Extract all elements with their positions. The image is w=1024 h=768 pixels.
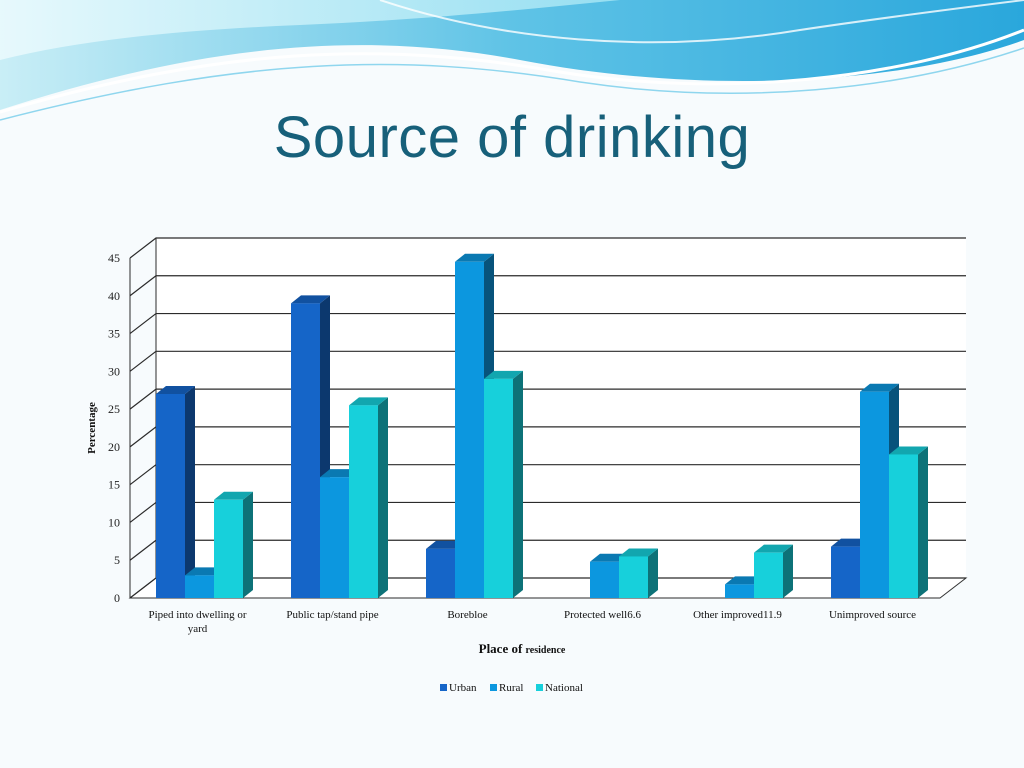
bar-national [754,552,783,598]
x-tick-label-line: yard [188,623,208,635]
bar-rural [320,477,349,598]
bar-side-urban [185,386,195,598]
y-tick-label: 10 [108,515,120,529]
bar-side-national [243,491,253,598]
legend-swatch-national [536,684,543,691]
bar-rural [590,561,619,598]
x-tick-label: Piped into dwelling or yard [148,609,246,635]
bar-top-national [214,491,253,500]
slide-title: Source of drinking [273,105,751,170]
y-tick-label: 5 [114,553,120,567]
bar-top-rural [860,383,899,392]
y-axis-title: Percentage [86,402,98,454]
x-tick-label-line: Borebloe [447,609,487,621]
y-tick-label: 15 [108,478,120,492]
x-axis-title-main: Place of [479,641,526,656]
bar-national [214,499,243,598]
bar-national [349,405,378,598]
y-tick-label: 40 [108,289,120,303]
bar-rural [455,261,484,598]
bar-top-rural [455,253,494,262]
bar-top-national [349,397,388,406]
bar-top-urban [156,386,195,394]
bar-side-national [918,446,928,598]
y-tick-label: 25 [108,402,120,416]
y-tick-label: 0 [114,591,120,605]
bar-national [619,556,648,598]
bar-top-national [484,370,523,379]
y-tick-label: 35 [108,327,120,341]
labels-layer: 0 5 10 15 20 25 30 35 40 45 Piped into dwelling or… [86,251,916,656]
bar-side-national [378,397,388,598]
x-tick-label: Unimproved source [829,609,916,621]
legend-label-national: National [545,682,583,694]
x-tick-label-line: Unimproved source [829,609,916,621]
legend: Urban Rural National [440,682,583,694]
x-tick-label: Other improved11.9 [693,609,782,621]
bars-layer [156,253,928,598]
bar-top-national [619,548,658,557]
x-tick-label: Protected well6.6 [564,609,641,621]
x-axis-title-small: residence [526,645,566,656]
bar-top-urban [291,295,330,304]
bar-side-national [648,548,658,598]
x-tick-label: Borebloe [447,609,487,621]
x-tick-label-line: Protected well6.6 [564,609,641,621]
y-tick-label: 30 [108,364,120,378]
bar-side-national [783,544,793,598]
x-tick-label-line: Public tap/stand pipe [286,609,378,621]
x-tick-label-line: Other improved11.9 [693,609,782,621]
bar-national [484,378,513,598]
bar-urban [156,394,185,598]
y-tick-label: 20 [108,440,120,454]
x-tick-label: Public tap/stand pipe [286,609,378,621]
bar-urban [291,303,320,598]
bar-national [889,454,918,598]
legend-swatch-rural [490,684,497,691]
bar-urban [831,546,860,598]
legend-label-urban: Urban [449,682,477,694]
x-tick-label-line: Piped into dwelling or [148,609,246,621]
legend-swatch-urban [440,684,447,691]
bar-rural [725,584,754,598]
back-wall [156,238,966,578]
bar-rural [185,575,214,598]
y-tick-label: 45 [108,251,120,265]
bar-side-national [513,370,523,598]
legend-label-rural: Rural [499,682,523,694]
bar-urban [426,548,455,598]
bar-top-national [889,446,928,455]
bar-top-national [754,544,793,553]
bar-rural [860,391,889,598]
x-axis-title: Place of residence [479,641,566,656]
